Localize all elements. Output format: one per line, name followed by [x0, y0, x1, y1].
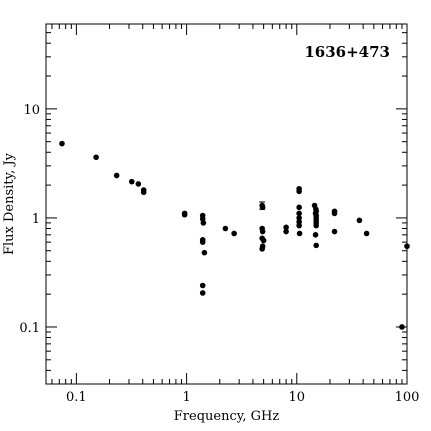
data-point: [140, 189, 147, 196]
x-tick-labels: 0.1 1 10 100: [66, 390, 419, 405]
y-tick-label: 1: [32, 212, 40, 227]
x-tick-label: 100: [395, 390, 420, 405]
data-point: [331, 210, 338, 217]
data-point: [199, 290, 206, 296]
axis-ticks: [46, 23, 408, 385]
data-point: [199, 239, 206, 245]
data-point: [296, 230, 303, 237]
data-point: [222, 225, 229, 232]
data-point: [199, 282, 206, 289]
data-point: [259, 246, 265, 252]
x-axis-label: Frequency, GHz: [174, 409, 280, 424]
data-point: [93, 154, 99, 161]
data-point: [313, 222, 320, 229]
data-point: [404, 243, 410, 250]
data-point: [113, 172, 120, 179]
data-point: [200, 220, 207, 226]
data-point: [399, 324, 405, 330]
data-point: [313, 242, 320, 249]
x-tick-label: 10: [289, 390, 306, 405]
y-axis-label: Flux Density, Jy: [2, 152, 17, 255]
data-point: [201, 249, 208, 256]
data-point: [283, 224, 289, 231]
data-point: [135, 181, 142, 187]
chart-title: 1636+473: [304, 43, 390, 61]
data-point: [296, 210, 302, 217]
x-tick-label: 1: [182, 390, 190, 405]
y-tick-labels: 0.1 1 10: [19, 103, 40, 336]
data-point: [259, 204, 266, 211]
y-tick-label: 0.1: [19, 321, 40, 336]
data-point: [296, 222, 302, 229]
plot-frame: [45, 23, 408, 385]
data-point: [128, 178, 135, 185]
y-tick-label: 10: [23, 103, 40, 118]
data-point: [312, 232, 319, 238]
data-point: [259, 228, 266, 235]
data-point: [356, 217, 363, 224]
data-point: [260, 237, 267, 244]
data-point: [59, 140, 65, 147]
data-point: [296, 204, 302, 211]
data-point: [283, 228, 289, 235]
data-point: [296, 188, 302, 195]
data-point: [181, 211, 188, 218]
data-point: [331, 228, 338, 235]
data-point: [296, 215, 302, 221]
data-point: [231, 230, 237, 237]
data-points: [59, 140, 410, 330]
data-point: [363, 230, 370, 237]
x-tick-label: 0.1: [66, 390, 87, 405]
